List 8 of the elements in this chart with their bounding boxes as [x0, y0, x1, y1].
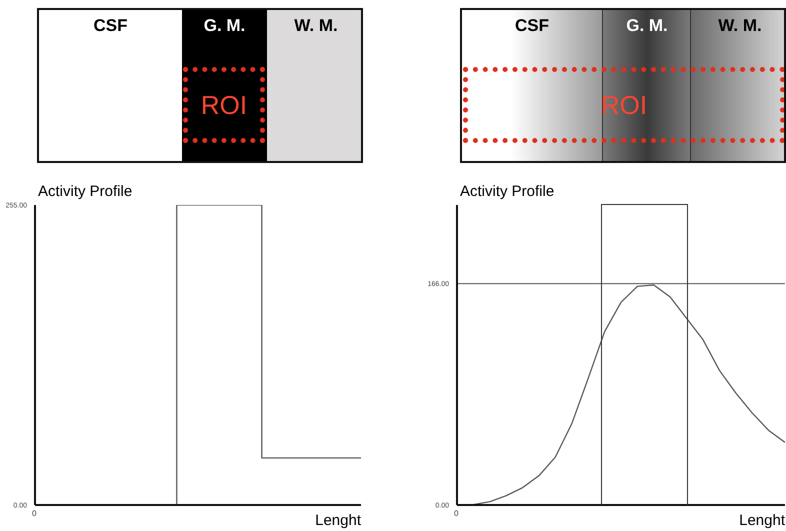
text: 0: [32, 509, 36, 518]
chart-title: Activity Profile: [38, 183, 132, 200]
x-axis-title: Lenght: [739, 512, 785, 529]
tissue-diagram: CSF G. M. W. M. ROI: [37, 8, 363, 163]
tissue-diagram: CSF G. M. W. M. ROI: [460, 8, 786, 163]
text: 0: [454, 509, 458, 518]
chart-title: Activity Profile: [460, 183, 554, 200]
x-axis-title: Lenght: [315, 512, 361, 529]
